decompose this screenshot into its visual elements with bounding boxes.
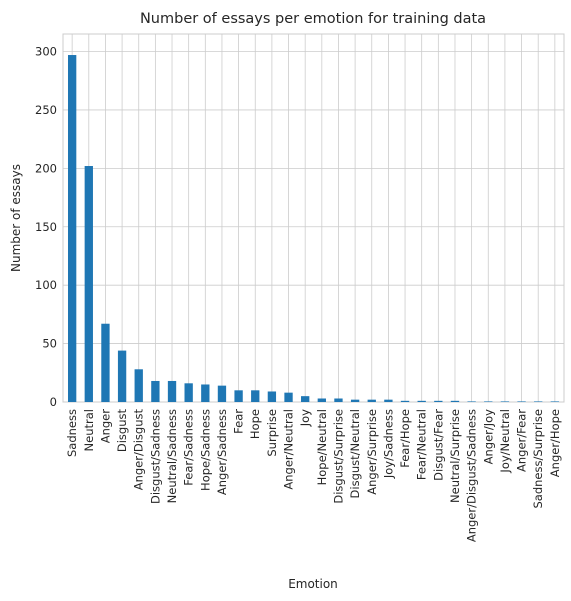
x-tick-label: Anger/Disgust/Sadness	[465, 409, 479, 542]
x-tick-label: Joy/Neutral	[498, 409, 512, 474]
x-tick-label: Anger/Disgust	[132, 409, 146, 491]
bar	[184, 383, 193, 402]
x-tick-label: Disgust/Surprise	[331, 409, 345, 504]
y-tick-label: 150	[35, 220, 57, 234]
bar	[484, 401, 493, 402]
bar	[267, 391, 277, 402]
x-tick-label: Neutral	[82, 409, 96, 451]
x-tick-label: Disgust/Fear	[431, 409, 445, 481]
y-tick-label: 0	[50, 395, 57, 409]
y-tick-label: 300	[35, 45, 57, 59]
x-axis-label: Emotion	[288, 577, 338, 591]
bar	[317, 398, 326, 402]
bar	[284, 392, 293, 402]
x-tick-label: Hope/Neutral	[315, 409, 329, 485]
bar	[67, 55, 77, 403]
bar	[251, 390, 260, 402]
x-tick-label: Anger/Neutral	[282, 409, 296, 490]
bar	[500, 401, 510, 402]
x-tick-label: Anger	[98, 409, 112, 444]
bar	[217, 385, 227, 402]
x-tick-label: Joy	[298, 409, 312, 427]
x-tick-label: Fear/Neutral	[415, 409, 429, 480]
bar	[467, 401, 476, 402]
x-tick-label: Sadness	[65, 409, 79, 457]
bar	[201, 384, 210, 402]
x-tick-label: Anger/Fear	[515, 409, 529, 472]
x-tick-label: Hope	[248, 409, 262, 439]
x-tick-label: Surprise	[265, 409, 279, 457]
y-tick-label: 50	[42, 337, 57, 351]
bar	[151, 380, 160, 402]
x-tick-label: Neutral/Surprise	[448, 409, 462, 503]
x-tick-label: Disgust	[115, 409, 129, 453]
x-tick-label: Anger/Hope	[548, 409, 562, 477]
y-tick-labels: 0 50 100 150 200 250 300	[35, 45, 57, 409]
bar	[517, 401, 526, 402]
y-tick-label: 100	[35, 278, 57, 292]
bar	[350, 399, 360, 402]
grid-lines	[63, 34, 564, 403]
bar	[534, 401, 543, 402]
x-tick-label: Fear	[232, 409, 246, 434]
bar	[334, 398, 343, 402]
bar	[367, 399, 376, 402]
bar	[417, 400, 426, 402]
bar	[384, 399, 393, 402]
bar	[450, 400, 460, 402]
bars	[67, 55, 560, 403]
plot-area	[62, 33, 565, 403]
x-tick-label: Anger/Joy	[481, 409, 495, 465]
x-tick-label: Joy/Sadness	[381, 409, 395, 479]
x-tick-label: Neutral/Sadness	[165, 409, 179, 503]
x-tick-label: Hope/Sadness	[198, 409, 212, 491]
x-tick-label: Anger/Sadness	[215, 409, 229, 495]
y-tick-label: 200	[35, 161, 57, 175]
y-axis-label: Number of essays	[9, 164, 23, 272]
bar	[400, 400, 410, 402]
bar	[167, 380, 177, 402]
bar	[84, 166, 93, 402]
bar	[301, 396, 310, 402]
x-tick-label: Anger/Surprise	[365, 409, 379, 495]
x-tick-label: Sadness/Surprise	[531, 409, 545, 508]
chart-title: Number of essays per emotion for trainin…	[140, 11, 486, 27]
bar	[434, 400, 443, 402]
bar	[234, 390, 243, 402]
bar	[134, 369, 143, 402]
bar	[550, 401, 560, 402]
y-tick-label: 250	[35, 103, 57, 117]
x-tick-label: Disgust/Sadness	[148, 409, 162, 504]
x-tick-label: Fear/Sadness	[182, 409, 196, 486]
x-tick-label: Disgust/Neutral	[348, 409, 362, 498]
bar	[101, 323, 110, 402]
x-tick-labels: Sadness Neutral Anger Disgust Anger/Disgust D…	[65, 409, 562, 543]
bar	[117, 350, 127, 402]
x-tick-label: Fear/Hope	[398, 409, 412, 468]
